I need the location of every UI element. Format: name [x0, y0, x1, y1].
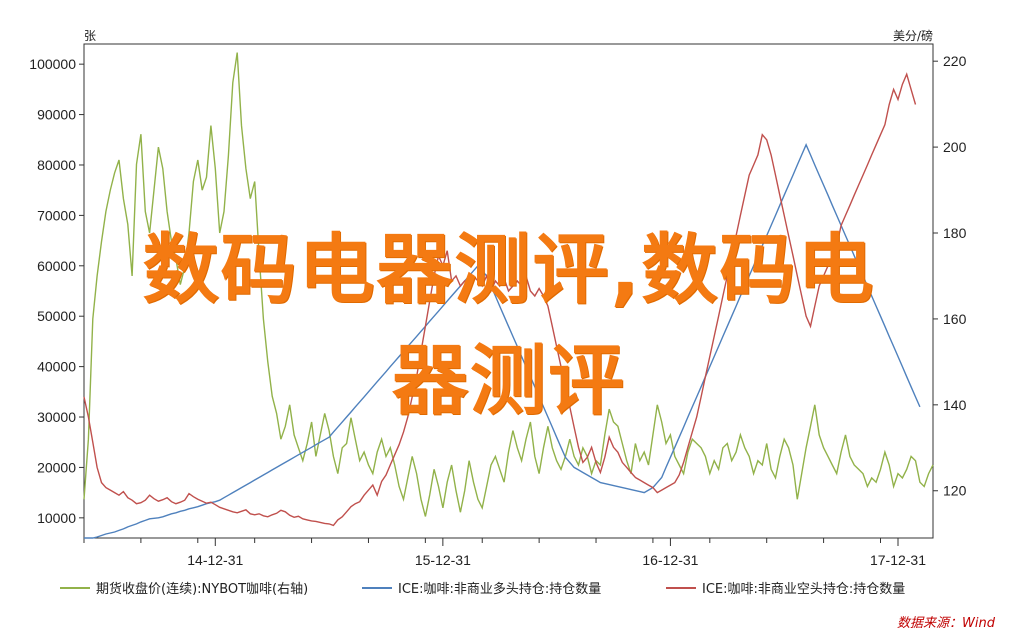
left-tick-label: 70000	[37, 207, 76, 223]
left-tick-label: 30000	[37, 409, 76, 425]
x-tick-label: 14-12-31	[187, 552, 243, 568]
x-tick-label: 16-12-31	[642, 552, 698, 568]
series-lines	[83, 52, 934, 539]
x-axis-ticks: 14-12-31 15-12-31 16-12-31 17-12-31	[83, 538, 926, 568]
right-tick-label: 160	[943, 311, 967, 327]
legend: 期货收盘价(连续):NYBOT咖啡(右轴) ICE:咖啡:非商业多头持仓:持仓数量…	[60, 581, 905, 597]
series-line-2	[84, 143, 921, 539]
right-tick-label: 200	[943, 139, 967, 155]
right-tick-label: 180	[943, 225, 967, 241]
left-tick-label: 90000	[37, 107, 76, 123]
legend-label: ICE:咖啡:非商业空头持仓:持仓数量	[702, 582, 905, 597]
left-axis-ticks: 10000 20000 30000 40000 50000 60000 70000 80000…	[29, 56, 84, 526]
legend-label: ICE:咖啡:非商业多头持仓:持仓数量	[398, 581, 601, 597]
left-tick-label: 50000	[37, 308, 76, 324]
right-tick-label: 140	[943, 397, 967, 413]
series-line-1	[83, 52, 934, 517]
x-tick-label: 15-12-31	[415, 552, 471, 568]
plot-frame	[83, 43, 934, 539]
left-tick-label: 60000	[37, 258, 76, 274]
right-axis-unit: 美分/磅	[893, 28, 933, 43]
right-tick-label: 120	[943, 483, 967, 499]
right-tick-label: 220	[943, 53, 967, 69]
series-line-3	[83, 72, 917, 527]
left-tick-label: 40000	[37, 359, 76, 375]
data-source: 数据来源：Wind	[897, 616, 996, 631]
legend-label: 期货收盘价(连续):NYBOT咖啡(右轴)	[96, 581, 308, 597]
plot-border	[83, 43, 934, 539]
right-axis-ticks: 120 140 160 180 200 220	[933, 53, 967, 499]
left-tick-label: 100000	[29, 56, 76, 72]
left-axis-unit: 张	[84, 29, 96, 43]
left-tick-label: 80000	[37, 157, 76, 173]
left-tick-label: 10000	[37, 510, 76, 526]
left-tick-label: 20000	[37, 459, 76, 475]
x-tick-label: 17-12-31	[870, 552, 926, 568]
